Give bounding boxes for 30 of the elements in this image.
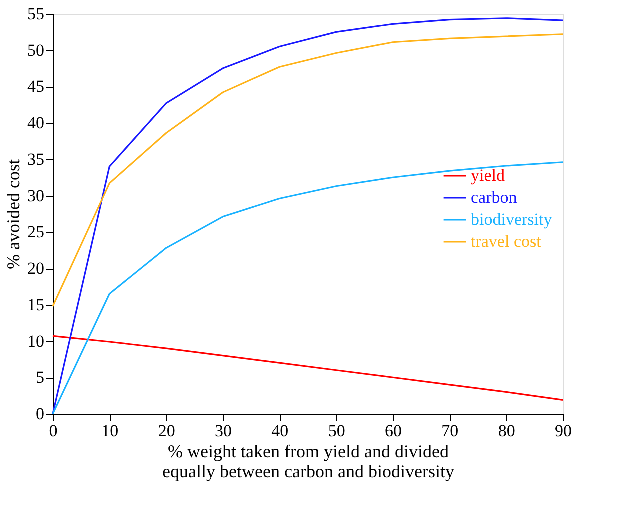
x-tick-label: 80 <box>498 422 516 440</box>
y-tick-label: 25 <box>28 222 44 242</box>
y-tick-label: 35 <box>28 150 44 169</box>
y-axis-title: % avoided cost <box>4 160 24 270</box>
x-tick-label: 60 <box>385 422 402 440</box>
x-tick-label: 50 <box>328 422 346 440</box>
legend-label: travel cost <box>471 232 542 251</box>
y-tick-label: 5 <box>36 368 44 388</box>
y-tick-label: 0 <box>36 404 44 424</box>
x-axis-title: % weight taken from yield and divided equally between carbon and biodiversity <box>162 442 454 482</box>
x-tick-label: 0 <box>49 422 58 440</box>
x-tick-label: 90 <box>555 422 572 440</box>
y-tick-label: 40 <box>28 114 44 133</box>
line-series <box>52 34 564 308</box>
y-tick-label: 45 <box>28 77 44 96</box>
legend-label: yield <box>471 166 506 185</box>
x-tick-label: 70 <box>442 422 459 440</box>
legend-label: carbon <box>471 188 518 207</box>
x-tick-label: 30 <box>215 422 232 440</box>
legend-label: biodiversity <box>471 210 553 229</box>
y-tick-label: 30 <box>28 186 44 206</box>
y-tick-label: 20 <box>28 259 44 278</box>
y-tick-label: 15 <box>28 295 44 314</box>
x-tick-label: 20 <box>158 422 176 440</box>
y-tick-label: 55 <box>28 4 44 24</box>
x-tick-label: 10 <box>102 422 119 440</box>
y-tick-label: 10 <box>28 332 44 351</box>
y-tick-label: 50 <box>28 40 44 60</box>
line-series <box>52 335 564 401</box>
x-tick-label: 40 <box>272 422 289 440</box>
